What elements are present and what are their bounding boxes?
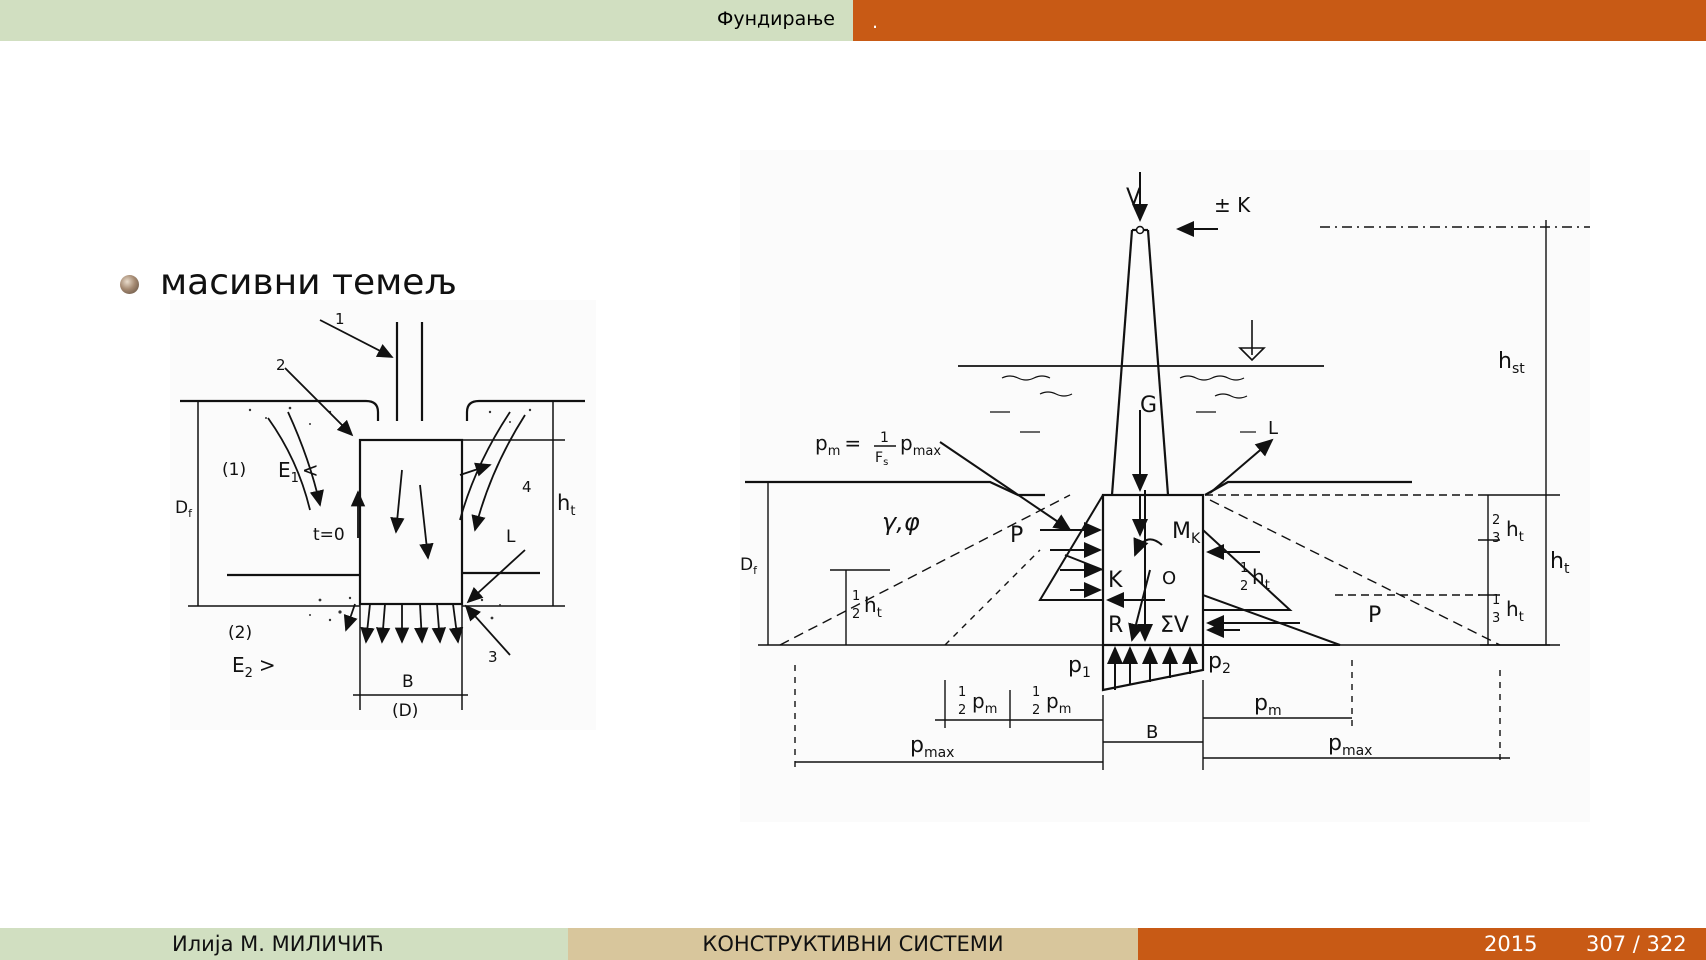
label-frac-num: 1 xyxy=(880,430,889,446)
label-3: 3 xyxy=(488,648,498,666)
label-pmax-left: pmax xyxy=(910,733,954,761)
figure-massive-foundation: 1 2 3 4 (1) (2) E1 < E2 > t=0 Df ht L B (D… xyxy=(170,300,596,730)
label-pm-right: pm xyxy=(1254,691,1282,719)
label-half-right-num: 1 xyxy=(1240,561,1248,576)
bullet-icon xyxy=(120,275,139,294)
label-t0: t=0 xyxy=(313,525,345,545)
figure-pier-foundation-drawing: V ± K hst G L pm = 1 Fs pmax γ,φ P P MK K… xyxy=(740,172,1590,770)
label-pm-half-left: pm xyxy=(972,689,997,717)
header-section-title[interactable]: Фундирање xyxy=(0,0,853,41)
label-pm-equation: pm = xyxy=(815,431,861,459)
label-frac-den: Fs xyxy=(875,450,888,468)
label-two-thirds-den: 3 xyxy=(1492,531,1500,546)
label-pmax-formula: pmax xyxy=(900,431,941,459)
footer-meta: 2015 307 / 322 xyxy=(1138,928,1706,960)
label-half-pm-left-den: 2 xyxy=(958,703,966,718)
label-half-right-den: 2 xyxy=(1240,579,1248,594)
footer-bar: Илија М. МИЛИЧИЋ КОНСТРУКТИВНИ СИСТЕМИ 2… xyxy=(0,928,1706,960)
label-r: R xyxy=(1108,613,1123,638)
label-ht-two-thirds: ht xyxy=(1506,517,1524,545)
label-k: K xyxy=(1108,568,1123,593)
label-p-left: P xyxy=(1010,523,1023,548)
figure-pier-foundation: V ± K hst G L pm = 1 Fs pmax γ,φ P P MK K… xyxy=(740,150,1590,822)
footer-page-number: 307 / 322 xyxy=(1586,932,1687,956)
label-d: (D) xyxy=(392,701,418,721)
label-g: G xyxy=(1140,393,1157,418)
label-df: Df xyxy=(740,555,758,577)
label-half-left-den: 2 xyxy=(852,607,860,622)
bullet-text: масивни темељ xyxy=(160,262,457,303)
label-one-third-den: 3 xyxy=(1492,611,1500,626)
label-zone-2: (2) xyxy=(228,623,252,643)
label-k-load: ± K xyxy=(1214,193,1251,217)
label-two-thirds-num: 2 xyxy=(1492,513,1500,528)
label-one-third-num: 1 xyxy=(1492,593,1500,608)
label-b: B xyxy=(1146,722,1158,743)
label-2: 2 xyxy=(276,356,286,374)
label-mk: MK xyxy=(1172,519,1201,547)
label-p2: p2 xyxy=(1208,649,1231,677)
label-half-pm-right-den: 2 xyxy=(1032,703,1040,718)
label-o: O xyxy=(1162,568,1176,589)
label-half-pm-right-num: 1 xyxy=(1032,685,1040,700)
footer-year: 2015 xyxy=(1484,932,1538,956)
label-e1: E1 < xyxy=(278,458,319,486)
label-half-left-num: 1 xyxy=(852,589,860,604)
footer-title: КОНСТРУКТИВНИ СИСТЕМИ xyxy=(568,928,1138,960)
label-sum-v: ΣV xyxy=(1160,613,1189,638)
label-gamma-phi: γ,φ xyxy=(882,508,920,536)
label-4: 4 xyxy=(522,478,532,496)
header-bar: Фундирање . xyxy=(0,0,1706,41)
label-df: Df xyxy=(175,498,193,520)
label-ht-one-third: ht xyxy=(1506,597,1524,625)
label-p1: p1 xyxy=(1068,653,1091,681)
label-ht-total: ht xyxy=(1550,549,1570,577)
label-p-right: P xyxy=(1368,603,1381,628)
header-subsection-title[interactable]: . xyxy=(853,0,1706,41)
label-pmax-right: pmax xyxy=(1328,731,1372,759)
label-v: V xyxy=(1126,185,1141,210)
footer-author: Илија М. МИЛИЧИЋ xyxy=(0,928,568,960)
label-l: L xyxy=(1268,418,1278,439)
label-zone-1: (1) xyxy=(222,460,246,480)
label-e2: E2 > xyxy=(232,653,276,681)
label-hst: hst xyxy=(1498,349,1525,377)
label-ht-half-right: ht xyxy=(1252,565,1270,593)
label-ht-half-left: ht xyxy=(864,593,882,621)
figure-massive-foundation-drawing: 1 2 3 4 (1) (2) E1 < E2 > t=0 Df ht L B (D… xyxy=(175,310,585,721)
label-b: B xyxy=(402,672,414,692)
label-1: 1 xyxy=(335,310,345,328)
label-ht: ht xyxy=(557,491,575,519)
label-half-pm-left-num: 1 xyxy=(958,685,966,700)
label-l: L xyxy=(506,527,516,547)
label-pm-half-right: pm xyxy=(1046,689,1071,717)
